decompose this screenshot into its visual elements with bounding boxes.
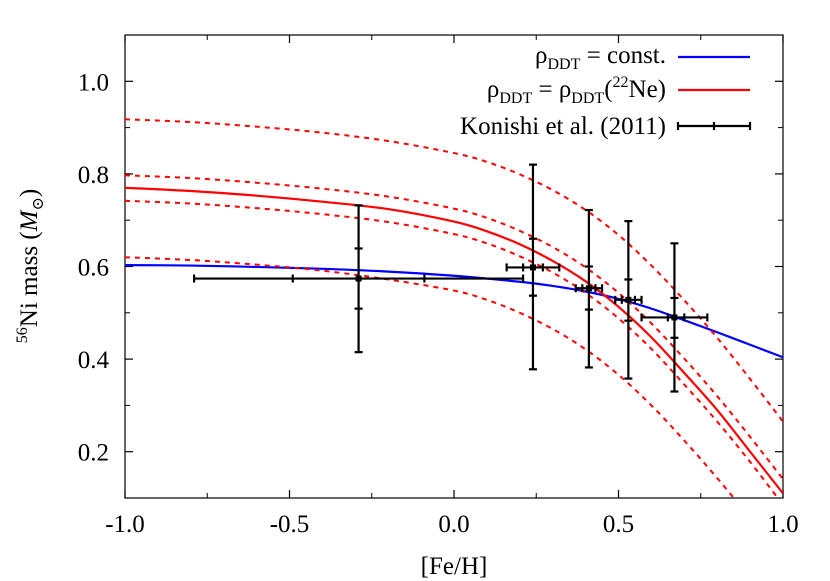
y-tick-label: 0.8: [78, 162, 109, 189]
y-axis-label: 56Ni mass (M⊙): [14, 189, 47, 343]
model-curve: [125, 264, 783, 359]
data-marker: [585, 285, 592, 292]
legend-label-ne22: ρDDT = ρDDT(22Ne): [487, 74, 666, 107]
dashed-model-curve: [125, 256, 736, 498]
model-curves: [125, 118, 783, 498]
data-point: [505, 163, 561, 371]
legend: ρDDT = const. ρDDT = ρDDT(22Ne) Konishi …: [460, 42, 752, 140]
dashed-model-curve: [125, 118, 783, 423]
data-marker: [625, 296, 632, 303]
data-marker: [529, 264, 536, 271]
axis-ticks: -1.0 -0.5 0.0 0.5 1.0 0.2 0.4 0.6 0.8 1.0: [78, 34, 799, 538]
data-marker: [671, 314, 678, 321]
legend-swatch-konishi: [676, 122, 752, 130]
data-point: [574, 208, 604, 369]
legend-entry-const: ρDDT = const.: [535, 42, 750, 73]
x-tick-label: 0.5: [603, 511, 634, 538]
data-point: [614, 220, 643, 380]
legend-entry-ne22: ρDDT = ρDDT(22Ne): [487, 74, 750, 107]
y-tick-label: 0.4: [78, 347, 110, 374]
dashed-model-curve: [125, 174, 783, 480]
y-tick-label: 1.0: [78, 69, 109, 96]
x-axis-label: [Fe/H]: [421, 553, 488, 580]
data-point: [640, 242, 709, 393]
x-tick-label: 0.0: [438, 511, 469, 538]
x-tick-label: -0.5: [270, 511, 310, 538]
data-marker: [355, 275, 362, 282]
legend-entry-konishi: Konishi et al. (2011): [460, 113, 752, 140]
legend-label-const: ρDDT = const.: [535, 42, 666, 73]
y-tick-label: 0.6: [78, 255, 109, 282]
dashed-model-curve: [125, 199, 779, 498]
x-tick-label: -1.0: [105, 511, 145, 538]
x-tick-label: 1.0: [767, 511, 798, 538]
legend-label-konishi: Konishi et al. (2011): [460, 113, 666, 140]
data-point: [192, 204, 525, 354]
y-tick-label: 0.2: [78, 440, 109, 467]
observation-points: [192, 163, 709, 393]
model-curve: [125, 186, 783, 495]
